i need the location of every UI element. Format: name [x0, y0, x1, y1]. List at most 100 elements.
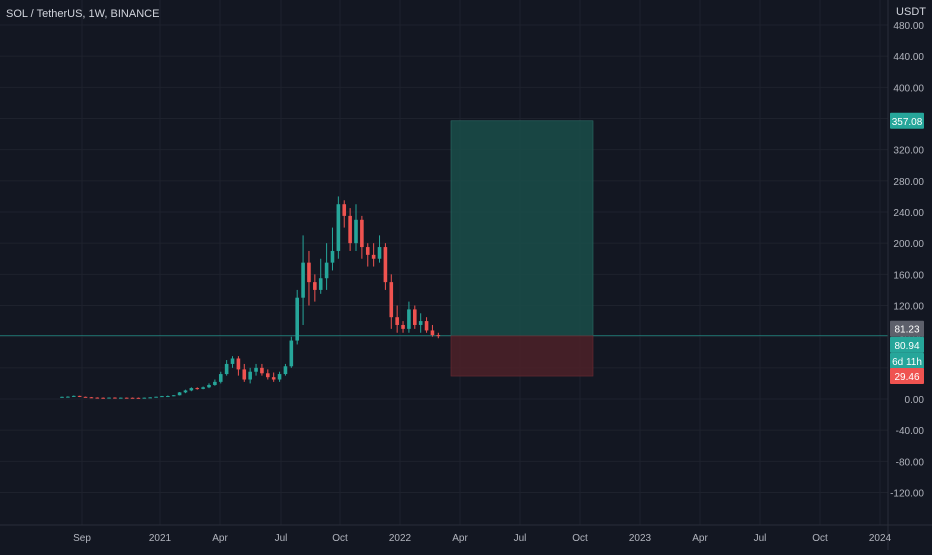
x-tick-label: Apr — [212, 533, 228, 544]
countdown-label-bg — [890, 352, 924, 369]
candle-body — [160, 396, 164, 398]
position-tool[interactable] — [450, 120, 594, 377]
x-tick-label: Oct — [572, 533, 588, 544]
candle-body — [142, 397, 147, 399]
y-tick-label: 320.00 — [893, 146, 924, 157]
y-tick-label: 440.00 — [893, 52, 924, 63]
candle-body — [236, 358, 241, 370]
countdown-label: 6d 11h — [892, 357, 922, 368]
price-axis[interactable]: 480.00440.00400.00360.00320.00280.00240.… — [887, 0, 932, 550]
candle-body — [107, 397, 111, 399]
candle-body — [365, 247, 370, 255]
y-tick-label: -40.00 — [896, 426, 925, 437]
currency-label[interactable]: USDT — [896, 6, 926, 18]
candle-body — [224, 363, 229, 375]
candle-body — [371, 254, 376, 259]
candle-body — [342, 204, 347, 216]
candle-body — [289, 340, 294, 367]
candle-body — [336, 204, 341, 251]
candle-body — [89, 397, 94, 399]
y-tick-label: 280.00 — [893, 177, 924, 188]
candle-body — [189, 388, 194, 391]
candle-body — [119, 397, 123, 399]
entry-price-label: 80.94 — [894, 341, 919, 352]
x-tick-label: Apr — [692, 533, 708, 544]
candle-body — [307, 262, 311, 283]
last-price-label-bg — [890, 320, 924, 337]
y-tick-label: 480.00 — [893, 21, 924, 32]
x-tick-label: Sep — [73, 533, 91, 544]
price-axis-bg — [888, 0, 932, 550]
candle-body — [354, 219, 358, 244]
candle-body — [383, 247, 388, 283]
time-axis[interactable]: Sep 2021 Apr Jul Oct 2022 Apr Jul Oct 2023 Apr Jul O… — [0, 524, 932, 544]
candle-body — [260, 367, 264, 374]
candle-body — [218, 374, 223, 382]
last-price-label: 81.23 — [894, 325, 919, 336]
y-tick-label: 200.00 — [893, 239, 924, 250]
target-price-label-bg — [890, 112, 924, 129]
candle-body — [154, 396, 158, 398]
y-tick-label: -120.00 — [890, 489, 924, 500]
candle-body — [330, 250, 335, 263]
candle-body — [283, 366, 288, 375]
candle-body — [124, 397, 129, 399]
profit-zone — [450, 120, 594, 337]
candle-body — [83, 396, 88, 398]
target-price-label: 357.08 — [892, 117, 923, 128]
candle-body — [407, 309, 411, 329]
candle-body — [213, 381, 217, 385]
candle-body — [295, 297, 299, 341]
x-tick-label: Jul — [514, 533, 527, 544]
candle-body — [166, 396, 170, 398]
candle-body — [101, 397, 105, 399]
x-tick-label: Jul — [754, 533, 767, 544]
candle-body — [348, 215, 352, 244]
y-tick-label: 160.00 — [893, 270, 924, 281]
candle-body — [60, 396, 64, 398]
y-tick-label: 240.00 — [893, 208, 924, 219]
candles — [60, 196, 441, 399]
candle-body — [324, 262, 329, 279]
candle-body — [318, 278, 323, 290]
candle-body — [436, 335, 441, 337]
x-tick-label: Oct — [812, 533, 828, 544]
x-tick-label: 2021 — [149, 533, 172, 544]
stop-price-label: 29.46 — [894, 372, 919, 383]
candle-body — [277, 374, 282, 380]
candle-body — [389, 282, 394, 318]
x-tick-label: 2024 — [869, 533, 892, 544]
y-tick-label: 120.00 — [893, 302, 924, 313]
candle-body — [271, 377, 276, 380]
candle-body — [66, 396, 70, 398]
candle-body — [254, 367, 258, 372]
stop-price-label-bg — [890, 368, 924, 385]
entry-price-label-bg — [890, 336, 924, 353]
grid — [0, 0, 888, 525]
candle-body — [313, 282, 317, 290]
candle-body — [242, 369, 247, 380]
x-tick-label: 2023 — [629, 533, 652, 544]
candle-body — [401, 324, 405, 329]
y-tick-label: 0.00 — [905, 395, 925, 406]
candle-body — [195, 388, 200, 390]
x-tick-label: Apr — [452, 533, 468, 544]
candle-body — [418, 321, 423, 325]
candle-body — [183, 390, 188, 393]
y-tick-label: -80.00 — [896, 457, 925, 468]
candle-body — [71, 395, 76, 397]
candle-body — [413, 309, 417, 325]
x-tick-label: Jul — [275, 533, 288, 544]
symbol-title: SOL / TetherUS, 1W, BINANCE — [6, 8, 160, 20]
candle-body — [266, 373, 270, 378]
candle-body — [248, 371, 252, 380]
candle-body — [395, 317, 399, 325]
loss-zone — [450, 335, 594, 377]
candle-body — [95, 397, 100, 399]
candle-body — [177, 392, 182, 396]
x-tick-label: Oct — [332, 533, 348, 544]
candle-body — [130, 397, 135, 399]
candle-body — [377, 247, 382, 259]
